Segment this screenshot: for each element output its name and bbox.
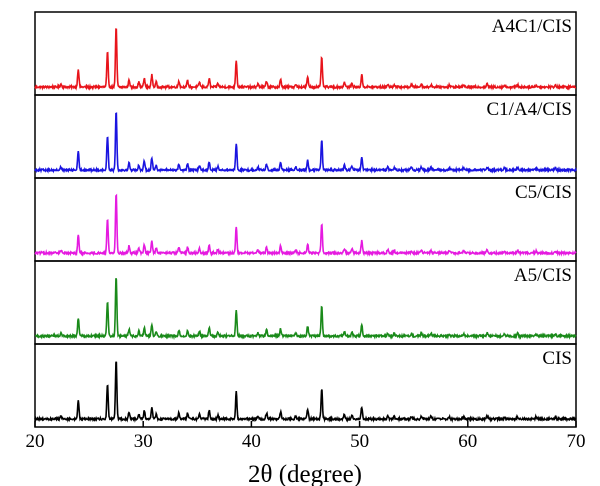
x-tick-label: 50 [350,431,369,452]
panel-series-1: C1/A4/CIS [34,94,577,179]
panel-series-3: A5/CIS [34,260,577,345]
panels-group: A4C1/CIS C1/A4/CIS C5/CIS A5/CIS CIS [34,11,577,428]
series-label-series-2: C5/CIS [515,182,572,203]
series-label-series-0: A4C1/CIS [492,16,572,37]
x-axis-ticks: 20 30 40 50 60 70 [26,421,586,452]
series-line-series-2 [34,193,577,257]
x-tick-label: 20 [26,431,45,452]
series-label-series-1: C1/A4/CIS [486,99,572,120]
x-axis-title: 2θ (degree) [248,461,362,486]
series-line-series-3 [34,278,577,341]
x-tick-label: 70 [567,431,586,452]
x-tick-label: 60 [458,431,477,452]
x-tick-label: 40 [242,431,261,452]
panel-series-4: CIS [34,343,577,428]
series-line-series-4 [34,361,577,424]
series-line-series-0 [34,28,577,92]
panel-frame [34,343,577,428]
panel-series-0: A4C1/CIS [34,11,577,96]
series-label-series-4: CIS [542,348,572,369]
series-label-series-3: A5/CIS [514,265,572,286]
series-line-series-1 [34,112,577,175]
panel-series-2: C5/CIS [34,177,577,262]
x-tick-label: 30 [134,431,153,452]
